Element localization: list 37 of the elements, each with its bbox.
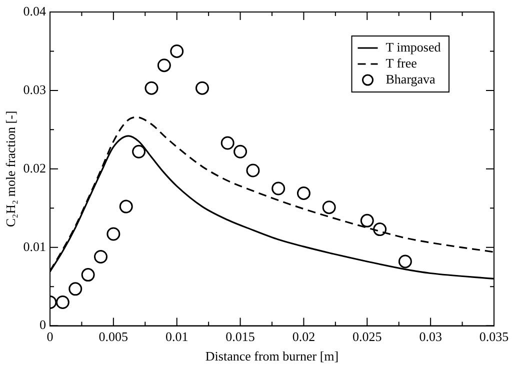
point	[360, 214, 374, 228]
point	[106, 227, 120, 241]
point	[296, 186, 310, 200]
legend-label: T free	[386, 55, 418, 70]
legend-label: Bhargava	[386, 71, 436, 86]
point	[322, 200, 336, 214]
x-tick-label: 0.03	[419, 329, 442, 344]
point	[144, 81, 158, 95]
y-tick-label: 0	[40, 317, 46, 332]
x-tick-label: 0.005	[98, 329, 128, 344]
point	[246, 164, 260, 178]
x-axis-title: Distance from burner [m]	[205, 348, 339, 364]
point	[94, 250, 108, 264]
point	[170, 44, 184, 58]
x-tick-label: 0.025	[352, 329, 382, 344]
point	[81, 268, 95, 282]
x-tick-label: 0.02	[292, 329, 316, 344]
point	[56, 296, 70, 310]
x-tick-label: 0.035	[479, 329, 509, 344]
point	[398, 254, 412, 268]
y-tick-label: 0.02	[23, 160, 46, 176]
y-tick-label: 0.01	[23, 238, 46, 254]
y-tick-label: 0.04	[23, 3, 46, 18]
point	[272, 182, 286, 196]
point	[220, 136, 234, 150]
point	[132, 144, 146, 158]
y-axis-title: C₂H₂ mole fraction [-]	[3, 110, 18, 228]
legend-label: T imposed	[386, 39, 442, 54]
point	[68, 282, 82, 296]
point	[157, 58, 171, 72]
point	[119, 200, 133, 214]
y-tick-label: 0.03	[23, 82, 46, 97]
x-tick-label: 0.01	[165, 329, 188, 344]
point	[234, 144, 248, 158]
x-tick-label: 0.015	[226, 329, 255, 344]
point	[195, 81, 209, 95]
point	[373, 222, 387, 236]
